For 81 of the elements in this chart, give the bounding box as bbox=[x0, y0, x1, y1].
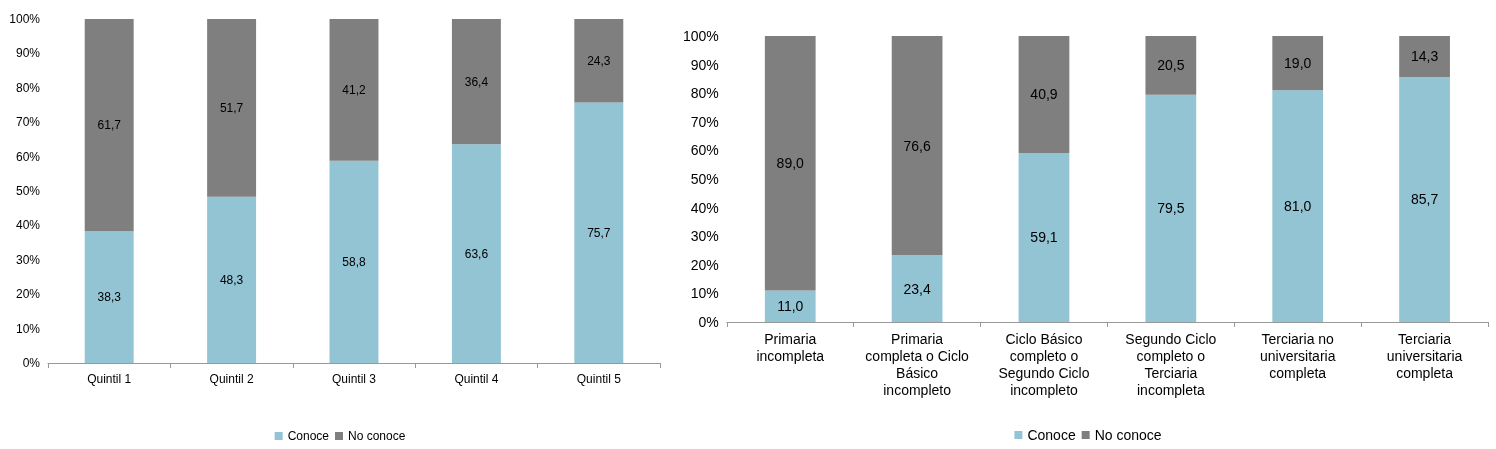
bar bbox=[329, 19, 379, 161]
y-tick-label: 30% bbox=[15, 252, 41, 267]
x-tick-label: Segundo Ciclo completo o Terciaria incompleta bbox=[1125, 330, 1217, 398]
data-label: 63,6 bbox=[464, 246, 489, 261]
bar bbox=[764, 36, 816, 291]
bar bbox=[891, 36, 943, 256]
y-tick-label: 50% bbox=[690, 171, 719, 187]
data-label: 36,4 bbox=[464, 74, 489, 89]
y-tick-label: 10% bbox=[690, 285, 719, 302]
bar bbox=[764, 290, 816, 322]
data-label: 76,6 bbox=[903, 137, 931, 154]
legend-label: No conoce bbox=[1094, 427, 1162, 443]
y-tick-label: 60% bbox=[15, 149, 41, 164]
data-label: 11,0 bbox=[777, 298, 804, 315]
legend-label: Conoce bbox=[287, 429, 330, 443]
y-tick-label: 0% bbox=[698, 314, 719, 330]
data-label: 41,2 bbox=[342, 82, 366, 97]
y-tick-label: 60% bbox=[690, 142, 719, 159]
y-tick-label: 50% bbox=[15, 184, 41, 198]
bar bbox=[1272, 36, 1324, 91]
data-label: 81,0 bbox=[1284, 198, 1312, 215]
data-label: 20,5 bbox=[1157, 57, 1185, 74]
x-tick-label: Quintil 1 bbox=[87, 371, 132, 386]
legend-label: No conoce bbox=[348, 429, 406, 443]
y-tick-label: 30% bbox=[690, 228, 719, 245]
data-label: 61,7 bbox=[97, 118, 122, 133]
bar bbox=[329, 160, 379, 363]
bar bbox=[1145, 94, 1197, 322]
data-label: 40,9 bbox=[1030, 86, 1058, 103]
x-tick-label: Terciaria universitaria completa bbox=[1386, 330, 1463, 381]
x-tick-label: Ciclo Básico completo o Segundo Ciclo incompleto bbox=[998, 330, 1090, 398]
x-tick-label: Quintil 4 bbox=[454, 371, 499, 386]
y-tick-label: 10% bbox=[15, 321, 41, 336]
y-tick-label: 20% bbox=[15, 287, 41, 302]
data-label: 19,0 bbox=[1284, 55, 1312, 72]
y-tick-label: 70% bbox=[690, 113, 719, 130]
y-tick-label: 40% bbox=[690, 199, 719, 216]
y-tick-label: 80% bbox=[15, 80, 41, 95]
x-tick-label: Quintil 3 bbox=[331, 371, 377, 386]
data-label: 75,7 bbox=[587, 225, 611, 240]
bar bbox=[1399, 76, 1450, 322]
y-tick-label: 0% bbox=[22, 356, 41, 370]
bar bbox=[574, 19, 624, 103]
y-tick-label: 90% bbox=[690, 56, 719, 73]
bar bbox=[451, 19, 501, 145]
y-tick-label: 100% bbox=[9, 12, 41, 26]
data-label: 89,0 bbox=[776, 155, 805, 172]
bar bbox=[451, 144, 501, 363]
bar bbox=[84, 231, 134, 363]
x-tick-label: Primaria incompleta bbox=[756, 330, 825, 364]
x-tick-label: Primaria completa o Ciclo Básico incompleto bbox=[865, 330, 970, 398]
y-tick-label: 40% bbox=[15, 218, 41, 233]
bar bbox=[1399, 36, 1450, 77]
data-label: 51,7 bbox=[219, 100, 244, 115]
bar bbox=[574, 102, 624, 363]
bar bbox=[207, 196, 257, 363]
data-label: 79,5 bbox=[1157, 200, 1185, 217]
data-label: 48,3 bbox=[219, 272, 244, 287]
bar bbox=[207, 19, 257, 197]
data-label: 24,3 bbox=[587, 53, 611, 68]
bar bbox=[84, 19, 134, 232]
bar bbox=[1272, 90, 1324, 322]
data-label: 58,8 bbox=[342, 254, 366, 269]
y-tick-label: 80% bbox=[690, 85, 719, 102]
y-tick-label: 70% bbox=[15, 115, 41, 130]
y-tick-label: 90% bbox=[15, 46, 41, 61]
x-tick-label: Quintil 2 bbox=[209, 371, 254, 386]
x-tick-label: Terciaria no universitaria completa bbox=[1259, 330, 1336, 381]
data-label: 23,4 bbox=[903, 280, 931, 297]
bar bbox=[891, 255, 943, 322]
y-tick-label: 100% bbox=[682, 28, 719, 44]
bar bbox=[1018, 152, 1070, 322]
data-label: 14,3 bbox=[1410, 48, 1439, 65]
data-label: 59,1 bbox=[1030, 229, 1058, 246]
bar bbox=[1018, 36, 1070, 153]
data-label: 85,7 bbox=[1410, 191, 1439, 208]
bar bbox=[1145, 36, 1197, 95]
y-tick-label: 20% bbox=[690, 256, 719, 273]
legend-label: Conoce bbox=[1027, 427, 1076, 443]
x-tick-label: Quintil 5 bbox=[576, 371, 622, 386]
data-label: 38,3 bbox=[97, 290, 122, 305]
